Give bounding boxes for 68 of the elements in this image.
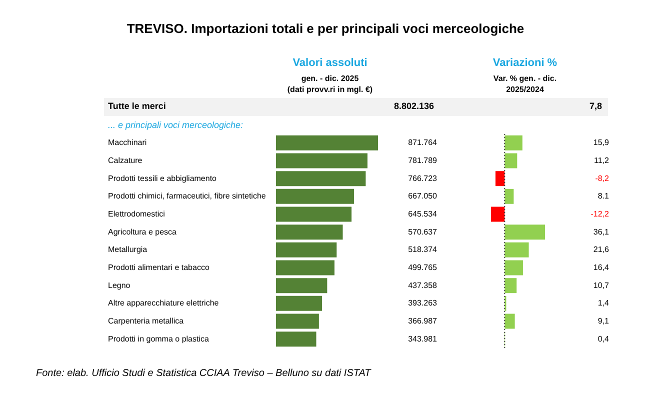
text: 8.802.136 [392,101,434,111]
y-tick-label: Calzature [108,156,143,165]
data-label: 499.765 [408,262,438,272]
bar [504,188,514,204]
data-label: 393.263 [408,298,438,308]
data-label: 437.358 [408,280,438,290]
data-label: 16,4 [593,262,610,272]
bar [276,135,378,150]
bar [504,242,529,258]
bar [504,135,522,150]
data-label: -12,2 [590,209,610,218]
bar [276,206,352,222]
bar [276,224,343,240]
y-tick-label: Elettrodomestici [108,209,166,218]
data-label: 667.050 [408,192,438,201]
chart-subtitle: Valori assoluti [292,57,368,69]
data-label: 781.789 [408,156,438,165]
data-label: 518.374 [408,245,438,254]
bar [504,224,545,240]
data-label: 21,6 [593,245,610,254]
data-label: 570.637 [408,227,438,236]
chart-title: Variazioni % [492,57,558,69]
text: Tutte le merci [108,101,166,111]
bar [276,260,334,276]
data-label: 8.1 [598,192,610,201]
x-axis-title: gen. - dic. 2025 (dati provv.ri in mgl. €) [286,73,374,95]
text: ... e principali voci merceologiche: [108,120,244,130]
y-tick-label: Carpenteria metallica [108,316,184,326]
y-tick-label: Metallurgia [108,245,148,254]
x-axis-title: Var. % gen. - dic. 2025/2024 [492,73,558,95]
bar [276,171,366,186]
data-label: -8,2 [595,174,610,183]
data-label: 11,2 [594,156,610,165]
bar [276,153,368,168]
y-tick-label: Prodotti chimici, farmaceutici, fibre sintetiche [108,192,266,201]
bar [495,171,505,186]
data-label: 10,7 [593,280,610,290]
data-label: 1,4 [598,298,610,308]
bar [276,242,337,258]
data-label: 366.987 [408,316,438,326]
data-label: 0,4 [598,334,610,344]
bar [276,314,319,329]
data-label: 15,9 [593,138,610,148]
data-label: 9,1 [598,316,610,326]
bar [504,314,515,329]
data-label: 645.534 [408,209,438,218]
data-label: 343.981 [408,334,438,344]
bar [491,206,505,222]
y-tick-label: Prodotti in gomma o plastica [108,334,210,344]
bar [276,332,316,347]
source-note: Fonte: elab. Ufficio Studi e Statistica CCIAA Treviso – Belluno su dati ISTAT [36,368,371,379]
y-tick-label: Agricoltura e pesca [108,227,178,236]
y-tick-label: Legno [108,280,131,290]
data-label: 766.723 [408,174,438,183]
bar [504,153,518,168]
y-tick-label: Macchinari [108,138,147,148]
y-tick-label: Altre apparecchiature elettriche [108,298,220,308]
y-tick-label: Prodotti alimentari e tabacco [108,262,210,272]
bar [504,278,517,294]
data-label: 36,1 [593,227,610,236]
bar [276,188,354,204]
text: 7,8 [588,101,602,111]
bar [276,296,322,311]
bar [504,260,523,276]
data-label: 871.764 [408,138,438,148]
bar [276,278,328,294]
chart-title: TREVISO. Importazioni totali e per principali voci merceologiche [126,21,526,36]
y-tick-label: Prodotti tessili e abbigliamento [108,174,218,183]
